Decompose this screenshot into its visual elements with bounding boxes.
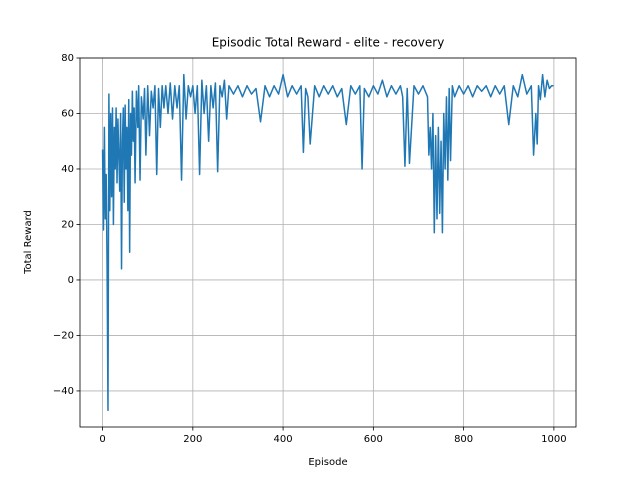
x-tick-label: 600 [364, 434, 383, 445]
x-axis-label: Episode [308, 457, 347, 468]
x-tick-label: 800 [454, 434, 473, 445]
x-tick-label: 200 [183, 434, 202, 445]
x-tick-label: 1000 [541, 434, 566, 445]
y-tick-label: 60 [61, 108, 74, 119]
x-tick-label: 400 [274, 434, 293, 445]
y-tick-label: 40 [61, 164, 74, 175]
line-series [101, 73, 554, 412]
plot-frame [79, 57, 577, 428]
x-tick-label: 0 [99, 434, 105, 445]
y-tick-label: 20 [61, 219, 74, 230]
y-axis-label: Total Reward [23, 210, 34, 275]
y-tick-label: −40 [53, 386, 74, 397]
y-tick-label: 0 [68, 275, 74, 286]
y-tick-label: −20 [53, 330, 74, 341]
y-tick-label: 80 [61, 53, 74, 64]
chart-title: Episodic Total Reward - elite - recovery [212, 36, 445, 50]
